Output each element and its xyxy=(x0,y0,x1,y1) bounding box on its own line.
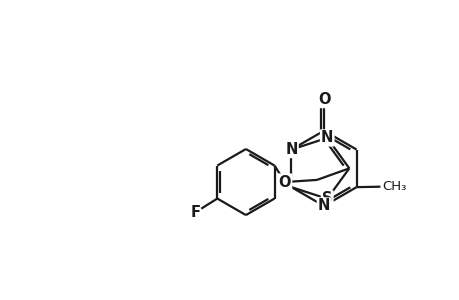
Text: O: O xyxy=(278,175,291,190)
Text: CH₃: CH₃ xyxy=(381,180,405,193)
Text: N: N xyxy=(285,142,297,157)
Text: N: N xyxy=(320,130,333,146)
Text: O: O xyxy=(317,92,330,107)
Text: S: S xyxy=(321,191,332,206)
Text: N: N xyxy=(317,199,330,214)
Text: F: F xyxy=(190,205,200,220)
